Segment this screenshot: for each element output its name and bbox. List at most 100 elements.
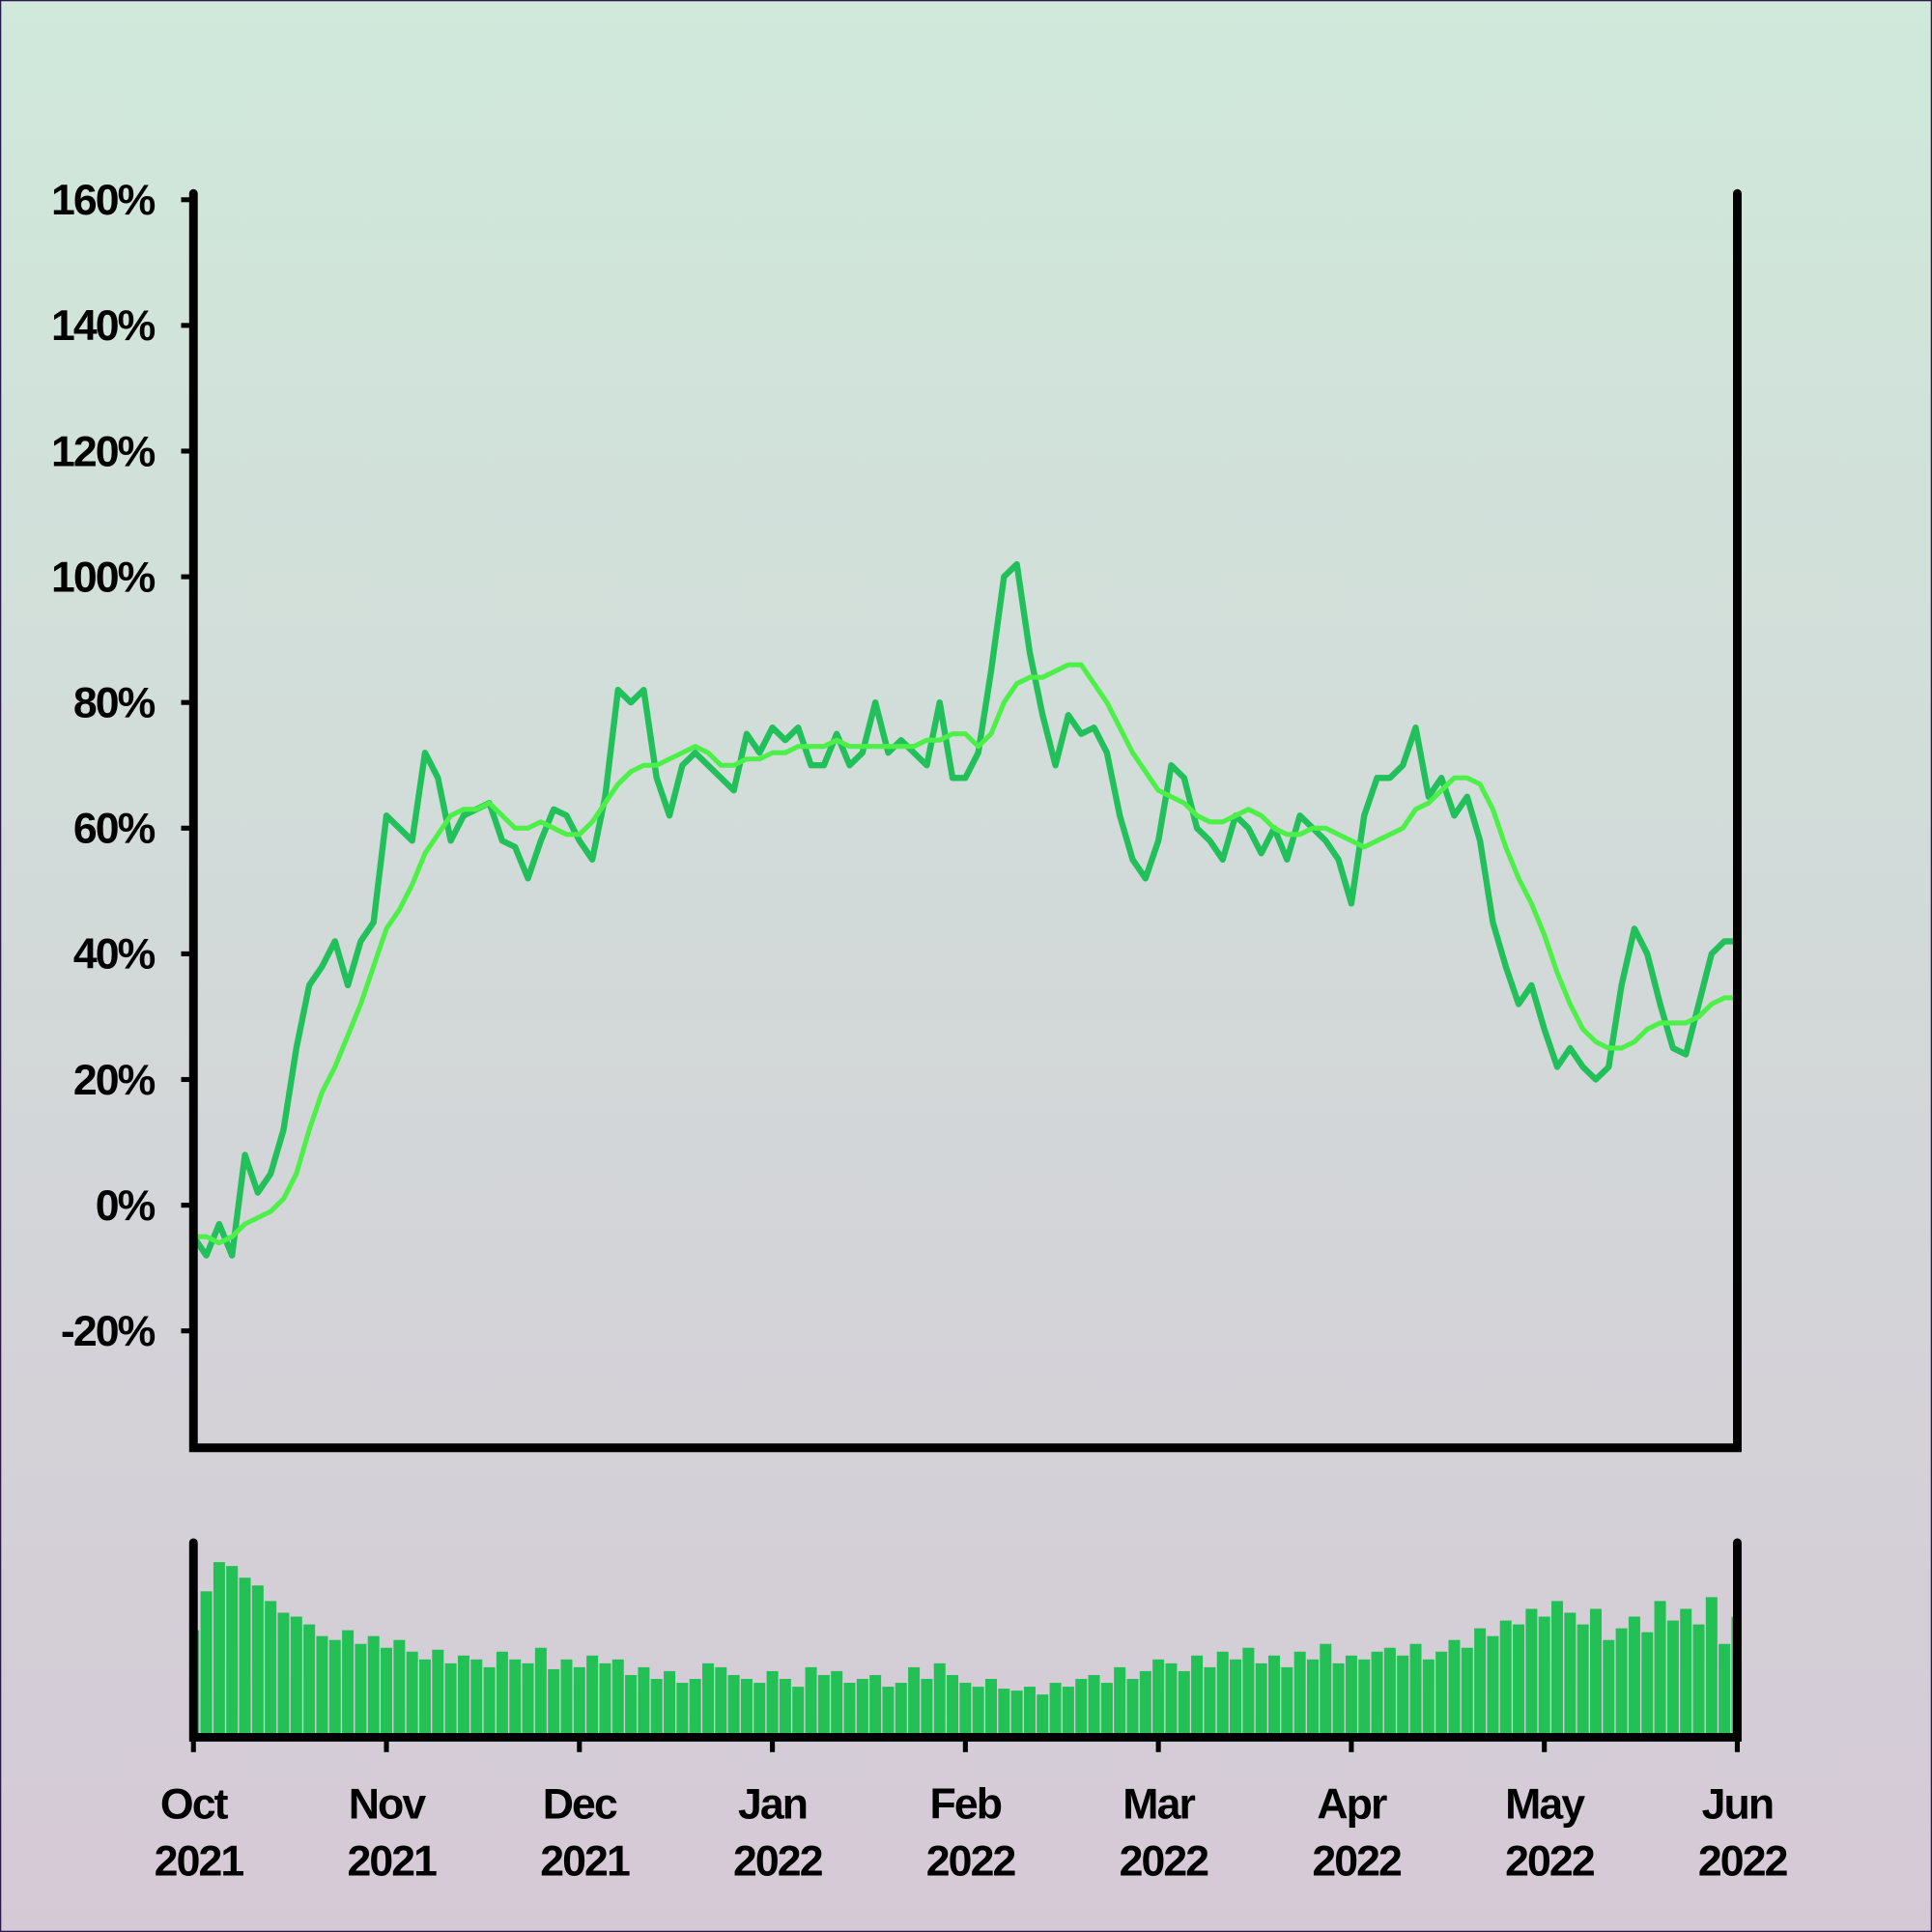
volume-bar bbox=[548, 1668, 560, 1738]
volume-bar bbox=[328, 1639, 341, 1738]
volume-bar bbox=[1191, 1655, 1204, 1738]
volume-bar bbox=[1474, 1628, 1487, 1738]
volume-bar bbox=[1358, 1659, 1371, 1738]
volume-bar bbox=[213, 1562, 225, 1738]
x-tick-label: Oct 2021 bbox=[144, 1781, 243, 1886]
volume-bar bbox=[1383, 1647, 1396, 1738]
volume-bar bbox=[457, 1655, 469, 1738]
volume-bar bbox=[1037, 1694, 1049, 1738]
volume-bar bbox=[766, 1670, 779, 1738]
volume-bar bbox=[277, 1612, 290, 1738]
volume-bar bbox=[869, 1674, 882, 1738]
x-tick-label: Nov 2021 bbox=[337, 1781, 437, 1886]
volume-bar bbox=[882, 1687, 895, 1738]
volume-bar bbox=[817, 1674, 830, 1738]
volume-bar bbox=[1152, 1659, 1165, 1738]
volume-bar bbox=[470, 1659, 483, 1738]
volume-bar bbox=[1293, 1651, 1306, 1738]
volume-bar bbox=[727, 1674, 740, 1738]
volume-bar bbox=[1654, 1601, 1666, 1738]
volume-bar bbox=[1216, 1651, 1229, 1738]
volume-bar bbox=[1126, 1679, 1139, 1738]
volume-bar bbox=[959, 1683, 972, 1738]
volume-bar bbox=[1499, 1620, 1512, 1738]
volume-bar bbox=[226, 1566, 239, 1738]
volume-bar bbox=[676, 1683, 689, 1738]
volume-bar bbox=[701, 1662, 714, 1738]
volume-bar bbox=[355, 1643, 367, 1738]
volume-bar bbox=[831, 1670, 843, 1738]
x-tick-label: Mar 2022 bbox=[1109, 1781, 1208, 1886]
volume-bar bbox=[1538, 1616, 1550, 1738]
volume-bar bbox=[1242, 1647, 1255, 1738]
volume-bar bbox=[1409, 1643, 1422, 1738]
volume-bar bbox=[239, 1577, 251, 1738]
volume-bar bbox=[985, 1679, 997, 1738]
volume-bar bbox=[1010, 1690, 1023, 1738]
volume-bar bbox=[1178, 1670, 1190, 1738]
y-tick-label: 140% bbox=[51, 302, 156, 350]
x-tick-label: Jun 2022 bbox=[1688, 1781, 1787, 1886]
volume-bar bbox=[1306, 1659, 1319, 1738]
volume-bar bbox=[1268, 1655, 1280, 1738]
y-tick-label: 0% bbox=[96, 1182, 156, 1230]
volume-bar bbox=[200, 1591, 213, 1738]
volume-bar bbox=[1332, 1662, 1345, 1738]
volume-bar bbox=[586, 1655, 599, 1738]
volume-bar bbox=[625, 1674, 638, 1738]
volume-bar bbox=[316, 1635, 328, 1738]
volume-bar bbox=[689, 1679, 701, 1738]
main-frame bbox=[188, 188, 1742, 1453]
volume-bar bbox=[856, 1679, 868, 1738]
volume-bar bbox=[998, 1689, 1010, 1738]
volume-bar bbox=[1705, 1597, 1718, 1738]
volume-plot bbox=[193, 1562, 1738, 1738]
x-tick-label: May 2022 bbox=[1495, 1781, 1595, 1886]
volume-bar bbox=[1204, 1666, 1216, 1738]
volume-bar bbox=[265, 1601, 277, 1738]
y-tick-label: 40% bbox=[73, 931, 156, 979]
volume-bar bbox=[1075, 1679, 1088, 1738]
volume-bar bbox=[792, 1687, 805, 1738]
volume-bar bbox=[1577, 1624, 1589, 1738]
volume-bar bbox=[1139, 1670, 1151, 1738]
volume-bar bbox=[908, 1666, 921, 1738]
volume-bar bbox=[393, 1639, 406, 1738]
volume-bar bbox=[1719, 1643, 1731, 1738]
volume-bar bbox=[560, 1659, 573, 1738]
volume-bar bbox=[1165, 1662, 1178, 1738]
volume-bar bbox=[1551, 1601, 1564, 1738]
volume-bar bbox=[895, 1683, 907, 1738]
volume-bar bbox=[1641, 1632, 1654, 1738]
y-tick-label: 120% bbox=[51, 428, 156, 475]
volume-bar bbox=[1345, 1655, 1357, 1738]
volume-bar bbox=[1487, 1635, 1499, 1738]
volume-bar bbox=[444, 1662, 457, 1738]
volume-bar bbox=[1692, 1624, 1705, 1738]
volume-bar bbox=[1628, 1616, 1640, 1738]
volume-bar bbox=[367, 1635, 380, 1738]
volume-bar bbox=[1230, 1659, 1242, 1738]
volume-bar bbox=[1422, 1659, 1435, 1738]
volume-bar bbox=[1088, 1674, 1100, 1738]
volume-bar bbox=[1513, 1624, 1525, 1738]
y-tick-label: -20% bbox=[61, 1308, 156, 1355]
x-tick-label: Jan 2022 bbox=[724, 1781, 823, 1886]
volume-bar bbox=[342, 1630, 355, 1738]
volume-bar bbox=[664, 1670, 676, 1738]
main-plot bbox=[193, 560, 1738, 1259]
volume-bar bbox=[432, 1649, 444, 1738]
y-tick-label: 60% bbox=[73, 806, 156, 853]
volume-bar bbox=[921, 1679, 933, 1738]
y-tick-label: 100% bbox=[51, 554, 156, 601]
volume-bar bbox=[381, 1647, 393, 1738]
volume-bar bbox=[611, 1659, 624, 1738]
volume-bar bbox=[638, 1666, 650, 1738]
data-line bbox=[193, 662, 1738, 1246]
volume-bar bbox=[947, 1674, 959, 1738]
volume-bar bbox=[1666, 1620, 1679, 1738]
volume-bar bbox=[1255, 1662, 1267, 1738]
volume-bar bbox=[740, 1679, 753, 1738]
volume-bar bbox=[496, 1651, 508, 1738]
